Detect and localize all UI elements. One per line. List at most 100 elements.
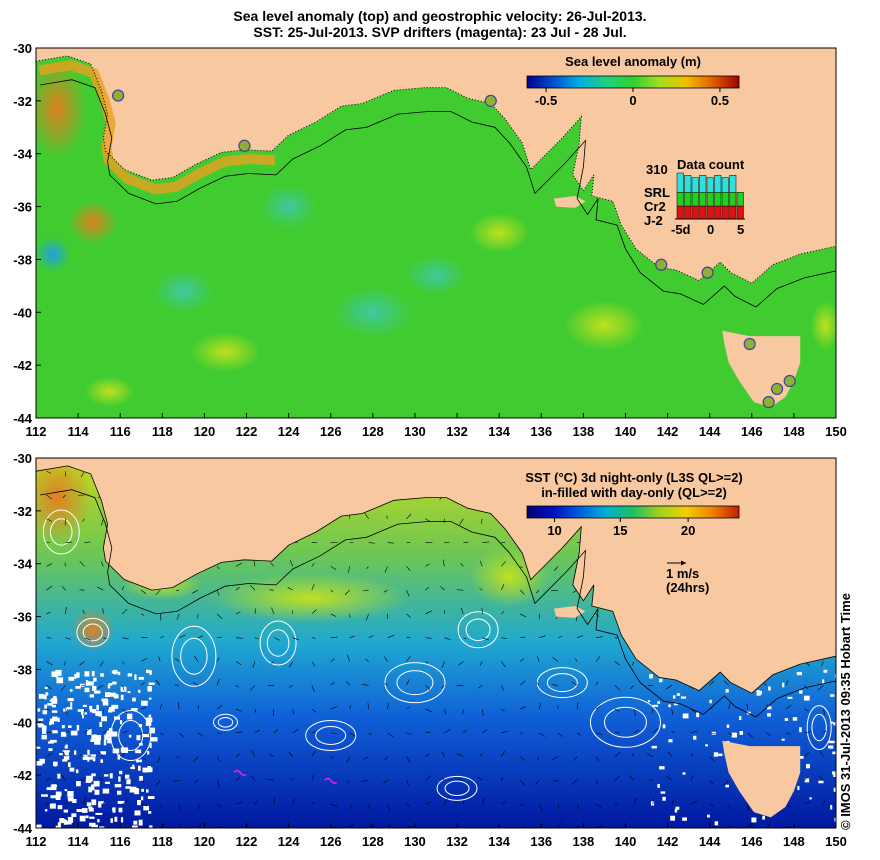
velocity-arrow: [175, 658, 180, 662]
velocity-arrow: [292, 798, 296, 805]
cloud-pixel: [782, 682, 785, 688]
velocity-arrow: [141, 657, 148, 662]
cloud-pixel: [107, 692, 110, 695]
velocity-arrow: [197, 732, 204, 737]
velocity-arrow: [709, 803, 715, 807]
velocity-arrow: [595, 780, 599, 785]
velocity-arrow: [311, 685, 315, 692]
cloud-pixel: [659, 766, 665, 770]
cloud-pixel: [59, 753, 63, 756]
cloud-pixel: [647, 700, 651, 703]
velocity-arrow: [387, 732, 394, 737]
cloud-pixel: [133, 820, 138, 825]
cloud-pixel: [75, 769, 79, 774]
velocity-arrow: [235, 801, 243, 805]
cloud-pixel: [70, 730, 78, 736]
velocity-arrow: [501, 730, 508, 734]
velocity-arrow: [46, 752, 53, 757]
velocity-arrow: [216, 803, 222, 808]
velocity-arrow: [254, 800, 258, 805]
sst-features: [36, 458, 550, 652]
sla-contour: [465, 618, 491, 642]
title-line-2: SST: 25-Jul-2013. SVP drifters (magenta)…: [253, 24, 627, 40]
velocity-arrow: [216, 613, 223, 619]
cloud-pixel: [70, 702, 73, 707]
sst-colorbar-title-2: in-filled with day-only (QL>=2): [541, 485, 727, 500]
velocity-arrow: [632, 661, 635, 666]
velocity-arrow: [254, 729, 260, 734]
velocity-arrow: [536, 682, 540, 686]
velocity-arrow: [288, 752, 294, 757]
sst-colorbar-title-1: SST (°C) 3d night-only (L3S QL>=2): [525, 470, 743, 485]
cloud-pixel: [149, 670, 152, 675]
cloud-pixel: [124, 774, 130, 779]
x-tick-label: 116: [110, 834, 131, 849]
velocity-arrow: [84, 637, 91, 641]
velocity-arrow: [82, 518, 85, 522]
velocity-arrow: [728, 732, 733, 736]
cloud-pixel: [93, 780, 100, 787]
velocity-arrow: [84, 541, 91, 543]
velocity-arrow: [330, 566, 337, 570]
velocity-arrow: [197, 822, 203, 828]
y-tick-label: -36: [13, 200, 32, 215]
cloud-pixel: [137, 800, 141, 806]
cloud-pixel: [662, 724, 666, 729]
velocity-arrow: [818, 685, 824, 691]
velocity-arrow: [520, 706, 526, 710]
cloud-pixel: [121, 747, 129, 753]
velocity-arrow: [191, 589, 199, 594]
sla-feature: [153, 269, 214, 314]
velocity-arrow: [387, 823, 392, 828]
cloud-pixel: [99, 721, 103, 727]
cloud-pixel: [82, 704, 87, 707]
velocity-arrow: [103, 827, 104, 828]
velocity-arrow: [273, 797, 276, 805]
velocity-arrow: [216, 756, 221, 762]
bottom-plot-frame: [35, 457, 837, 829]
velocity-arrow: [647, 684, 653, 687]
cloud-pixel: [784, 718, 789, 721]
velocity-arrow: [155, 679, 161, 686]
cloud-pixel: [141, 700, 148, 706]
velocity-arrow: [823, 827, 824, 828]
velocity-arrow: [629, 775, 635, 781]
velocity-arrow: [349, 635, 355, 638]
velocity-arrow: [500, 584, 505, 591]
velocity-arrow: [823, 800, 826, 805]
cloud-pixel: [86, 775, 93, 782]
velocity-arrow: [271, 607, 275, 615]
velocity-arrow: [441, 777, 445, 781]
drifter-track: [324, 777, 338, 784]
cloud-pixel: [85, 680, 89, 686]
cloud-pixel: [67, 698, 74, 702]
velocity-arrow: [383, 589, 388, 593]
cloud-pixel: [141, 788, 144, 792]
velocity-arrow: [292, 827, 294, 828]
y-tick-label: -32: [13, 504, 32, 519]
cloud-pixel: [147, 796, 155, 799]
velocity-arrow: [406, 513, 412, 519]
cloud-pixel: [53, 764, 57, 767]
x-tick-label: 118: [152, 834, 173, 849]
cloud-pixel: [51, 698, 58, 704]
x-tick-label: 146: [741, 424, 763, 439]
cloud-pixel: [46, 787, 53, 791]
velocity-arrow: [614, 661, 620, 666]
velocity-arrow: [425, 775, 431, 781]
x-tick-label: 126: [320, 424, 342, 439]
sla-contour: [217, 716, 234, 728]
cloud-pixel: [99, 826, 105, 828]
cloud-pixel: [95, 812, 103, 815]
sst-feature: [36, 458, 93, 543]
cloud-pixel: [798, 755, 804, 759]
velocity-arrow: [406, 613, 411, 618]
cloud-pixel: [713, 752, 719, 757]
cloud-pixel: [693, 735, 697, 740]
velocity-arrow: [463, 541, 469, 543]
velocity-arrow: [500, 685, 504, 691]
velocity-arrow: [501, 661, 506, 668]
y-tick-label: -38: [13, 252, 32, 267]
velocity-arrow: [251, 750, 256, 757]
